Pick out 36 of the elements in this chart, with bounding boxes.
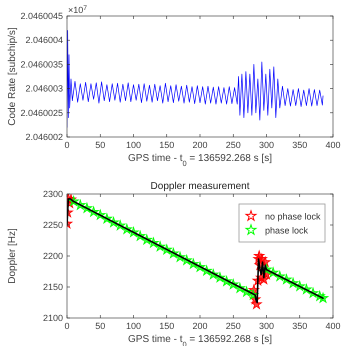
- x-tick-label: 350: [292, 321, 308, 331]
- chart-title: Doppler measurement: [150, 181, 250, 192]
- x-tick-label: 100: [126, 140, 142, 150]
- y-tick-label: 2.0460045: [20, 11, 63, 21]
- text: ×10$^{7}$: [68, 4, 88, 15]
- y-tick-label: 2.046002: [25, 132, 63, 142]
- y-tick-label: 2.046004: [25, 35, 63, 46]
- y-tick-label: 2300: [42, 189, 63, 199]
- x-tick-label: 50: [95, 140, 106, 150]
- legend-label: no phase lock: [265, 212, 322, 222]
- x-axis-title: GPS time - t$_{0}$ = 136592.268 s [s]: [128, 153, 272, 168]
- x-tick-label: 300: [258, 140, 274, 150]
- x-tick-label: 400: [325, 321, 341, 331]
- x-tick-label: 0: [64, 321, 70, 331]
- x-tick-label: 100: [126, 321, 142, 331]
- x-tick-label: 350: [292, 140, 308, 150]
- y-tick-label: 2200: [42, 251, 63, 261]
- legend-label: phase lock: [265, 226, 309, 236]
- x-tick-label: 250: [226, 140, 241, 150]
- x-tick-label: 0: [64, 140, 70, 150]
- x-tick-label: 50: [95, 321, 106, 331]
- x-tick-label: 300: [258, 321, 274, 331]
- y-tick-label: 2.046003: [25, 84, 63, 94]
- y-tick-label: 2.0460025: [20, 108, 63, 118]
- y-tick-label: 2100: [42, 313, 63, 323]
- x-tick-label: 150: [159, 140, 174, 150]
- x-tick-label: 400: [325, 140, 341, 150]
- y-tick-label: 2150: [42, 282, 63, 292]
- y-tick-label: 2.0460035: [20, 59, 63, 70]
- y-axis-title: Doppler [Hz]: [7, 228, 18, 284]
- x-tick-label: 200: [192, 321, 208, 331]
- x-tick-label: 200: [192, 140, 208, 150]
- y-tick-label: 2250: [42, 220, 63, 230]
- y-axis-title: Code Rate [subchip/s]: [7, 27, 18, 126]
- x-tick-label: 250: [226, 321, 241, 331]
- x-tick-label: 150: [159, 321, 174, 331]
